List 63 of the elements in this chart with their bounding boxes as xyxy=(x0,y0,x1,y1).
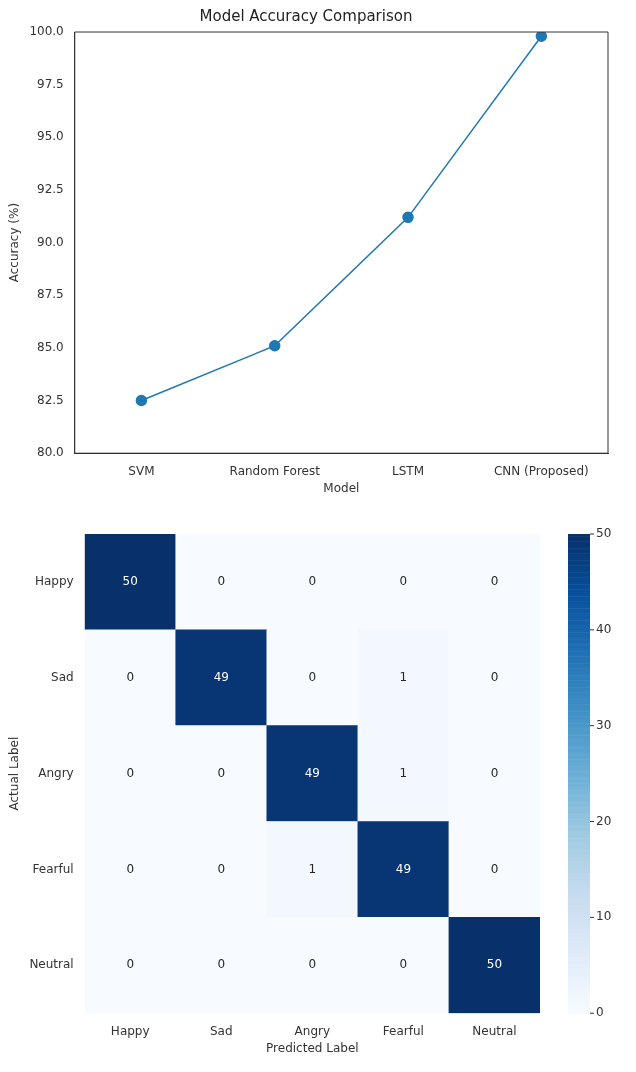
data-label: 0 xyxy=(126,765,135,780)
point xyxy=(268,340,281,352)
x-tick-label: SVM xyxy=(128,463,155,478)
y-tick-label: 80.0 xyxy=(37,445,64,460)
color-bar-label: 0 xyxy=(596,1005,604,1020)
data-label: 0 xyxy=(126,861,135,876)
data-label: 0 xyxy=(308,957,317,972)
color-bar-label: 50 xyxy=(596,526,612,541)
chart-title: Model Accuracy Comparison xyxy=(199,6,413,25)
x-axis-title: Model xyxy=(323,480,360,495)
y-tick-label: 87.5 xyxy=(37,287,64,302)
data-label: 0 xyxy=(126,669,135,684)
data-label: 49 xyxy=(395,861,412,876)
y-tick-label: 97.5 xyxy=(37,76,64,91)
data-label: 0 xyxy=(217,574,226,589)
x-axis-title: Predicted Label xyxy=(266,1040,359,1055)
data-label: 0 xyxy=(217,861,226,876)
data-label: 50 xyxy=(122,574,138,589)
point xyxy=(535,32,548,42)
y-tick-label: Happy xyxy=(34,574,74,589)
point xyxy=(135,394,148,407)
y-tick-label: 100.0 xyxy=(29,24,64,39)
x-tick-label: Angry xyxy=(294,1023,331,1038)
data-label: 1 xyxy=(399,765,408,780)
x-tick-label: LSTM xyxy=(392,463,425,478)
color-bar-label: 40 xyxy=(596,621,612,636)
y-axis-title: Actual Label xyxy=(7,736,22,811)
data-label: 0 xyxy=(308,574,317,589)
y-tick-label: Fearful xyxy=(32,861,74,876)
data-label: 0 xyxy=(399,957,408,972)
y-tick-label: 92.5 xyxy=(37,182,64,197)
data-label: 0 xyxy=(490,574,499,589)
y-tick-label: 82.5 xyxy=(37,392,64,407)
data-label: 0 xyxy=(308,669,317,684)
point xyxy=(402,211,414,224)
y-axis-title: Accuracy (%) xyxy=(7,202,22,283)
x-tick-label: Neutral xyxy=(472,1023,517,1038)
y-tick-label: Sad xyxy=(51,669,74,684)
y-tick-label: 90.0 xyxy=(37,234,64,249)
data-label: 0 xyxy=(490,861,499,876)
data-label: 0 xyxy=(399,574,408,589)
color-bar-label: 10 xyxy=(596,909,612,924)
data-label: 0 xyxy=(490,765,499,780)
data-label: 50 xyxy=(486,957,503,972)
x-tick-label: Sad xyxy=(209,1023,233,1038)
data-label: 49 xyxy=(304,765,320,780)
data-label: 1 xyxy=(399,669,408,684)
x-tick-label: Random Forest xyxy=(229,463,321,478)
x-tick-label: Happy xyxy=(110,1023,150,1038)
data-label: 0 xyxy=(490,669,499,684)
data-label: 1 xyxy=(308,861,317,876)
y-tick-label: Neutral xyxy=(29,957,74,972)
y-tick-label: 95.0 xyxy=(37,129,64,144)
y-tick-label: Angry xyxy=(38,765,74,780)
x-tick-label: CNN (Proposed) xyxy=(493,463,589,478)
x-tick-label: Fearful xyxy=(382,1023,424,1038)
color-bar-label: 30 xyxy=(596,717,612,732)
color-bar-label: 20 xyxy=(596,813,612,828)
data-label: 0 xyxy=(126,957,135,972)
y-tick-label: 85.0 xyxy=(37,340,64,355)
data-label: 49 xyxy=(213,669,229,684)
data-label: 0 xyxy=(217,765,226,780)
data-label: 0 xyxy=(217,957,226,972)
